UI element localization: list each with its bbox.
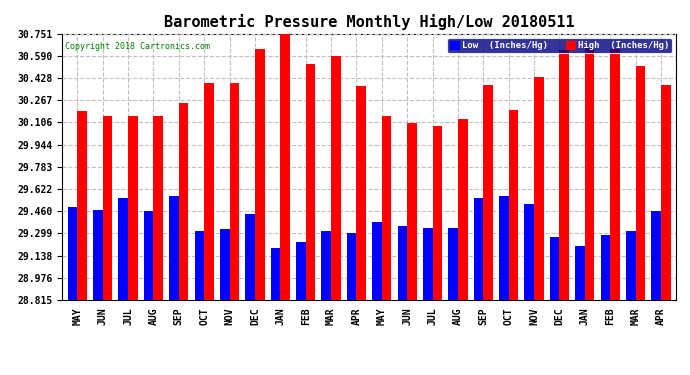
Bar — [575, 246, 585, 300]
Bar — [499, 196, 509, 300]
Bar — [382, 116, 391, 300]
Bar — [119, 198, 128, 300]
Bar — [204, 83, 214, 300]
Bar — [357, 86, 366, 300]
Bar — [179, 103, 188, 300]
Bar — [372, 222, 382, 300]
Bar — [560, 50, 569, 300]
Bar — [255, 49, 264, 300]
Bar — [651, 211, 661, 300]
Bar — [474, 198, 483, 300]
Bar — [270, 248, 280, 300]
Bar — [246, 214, 255, 300]
Bar — [230, 83, 239, 300]
Title: Barometric Pressure Monthly High/Low 20180511: Barometric Pressure Monthly High/Low 201… — [164, 14, 575, 30]
Bar — [347, 233, 357, 300]
Bar — [524, 204, 534, 300]
Text: Copyright 2018 Cartronics.com: Copyright 2018 Cartronics.com — [65, 42, 210, 51]
Bar — [128, 116, 138, 300]
Bar — [68, 207, 77, 300]
Bar — [407, 123, 417, 300]
Bar — [635, 66, 645, 300]
Bar — [458, 119, 468, 300]
Bar — [483, 85, 493, 300]
Bar — [509, 110, 518, 300]
Bar — [550, 237, 560, 300]
Bar — [448, 228, 458, 300]
Bar — [153, 116, 163, 300]
Bar — [220, 229, 230, 300]
Bar — [77, 111, 87, 300]
Bar — [169, 196, 179, 300]
Bar — [397, 226, 407, 300]
Bar — [93, 210, 103, 300]
Bar — [280, 34, 290, 300]
Bar — [585, 48, 595, 300]
Bar — [534, 76, 544, 300]
Bar — [296, 242, 306, 300]
Bar — [331, 56, 341, 300]
Bar — [626, 231, 635, 300]
Bar — [610, 49, 620, 300]
Bar — [433, 126, 442, 300]
Bar — [600, 235, 610, 300]
Legend: Low  (Inches/Hg), High  (Inches/Hg): Low (Inches/Hg), High (Inches/Hg) — [447, 38, 671, 53]
Bar — [103, 116, 112, 300]
Bar — [322, 231, 331, 300]
Bar — [306, 64, 315, 300]
Bar — [661, 85, 671, 300]
Bar — [423, 228, 433, 300]
Bar — [195, 231, 204, 300]
Bar — [144, 211, 153, 300]
